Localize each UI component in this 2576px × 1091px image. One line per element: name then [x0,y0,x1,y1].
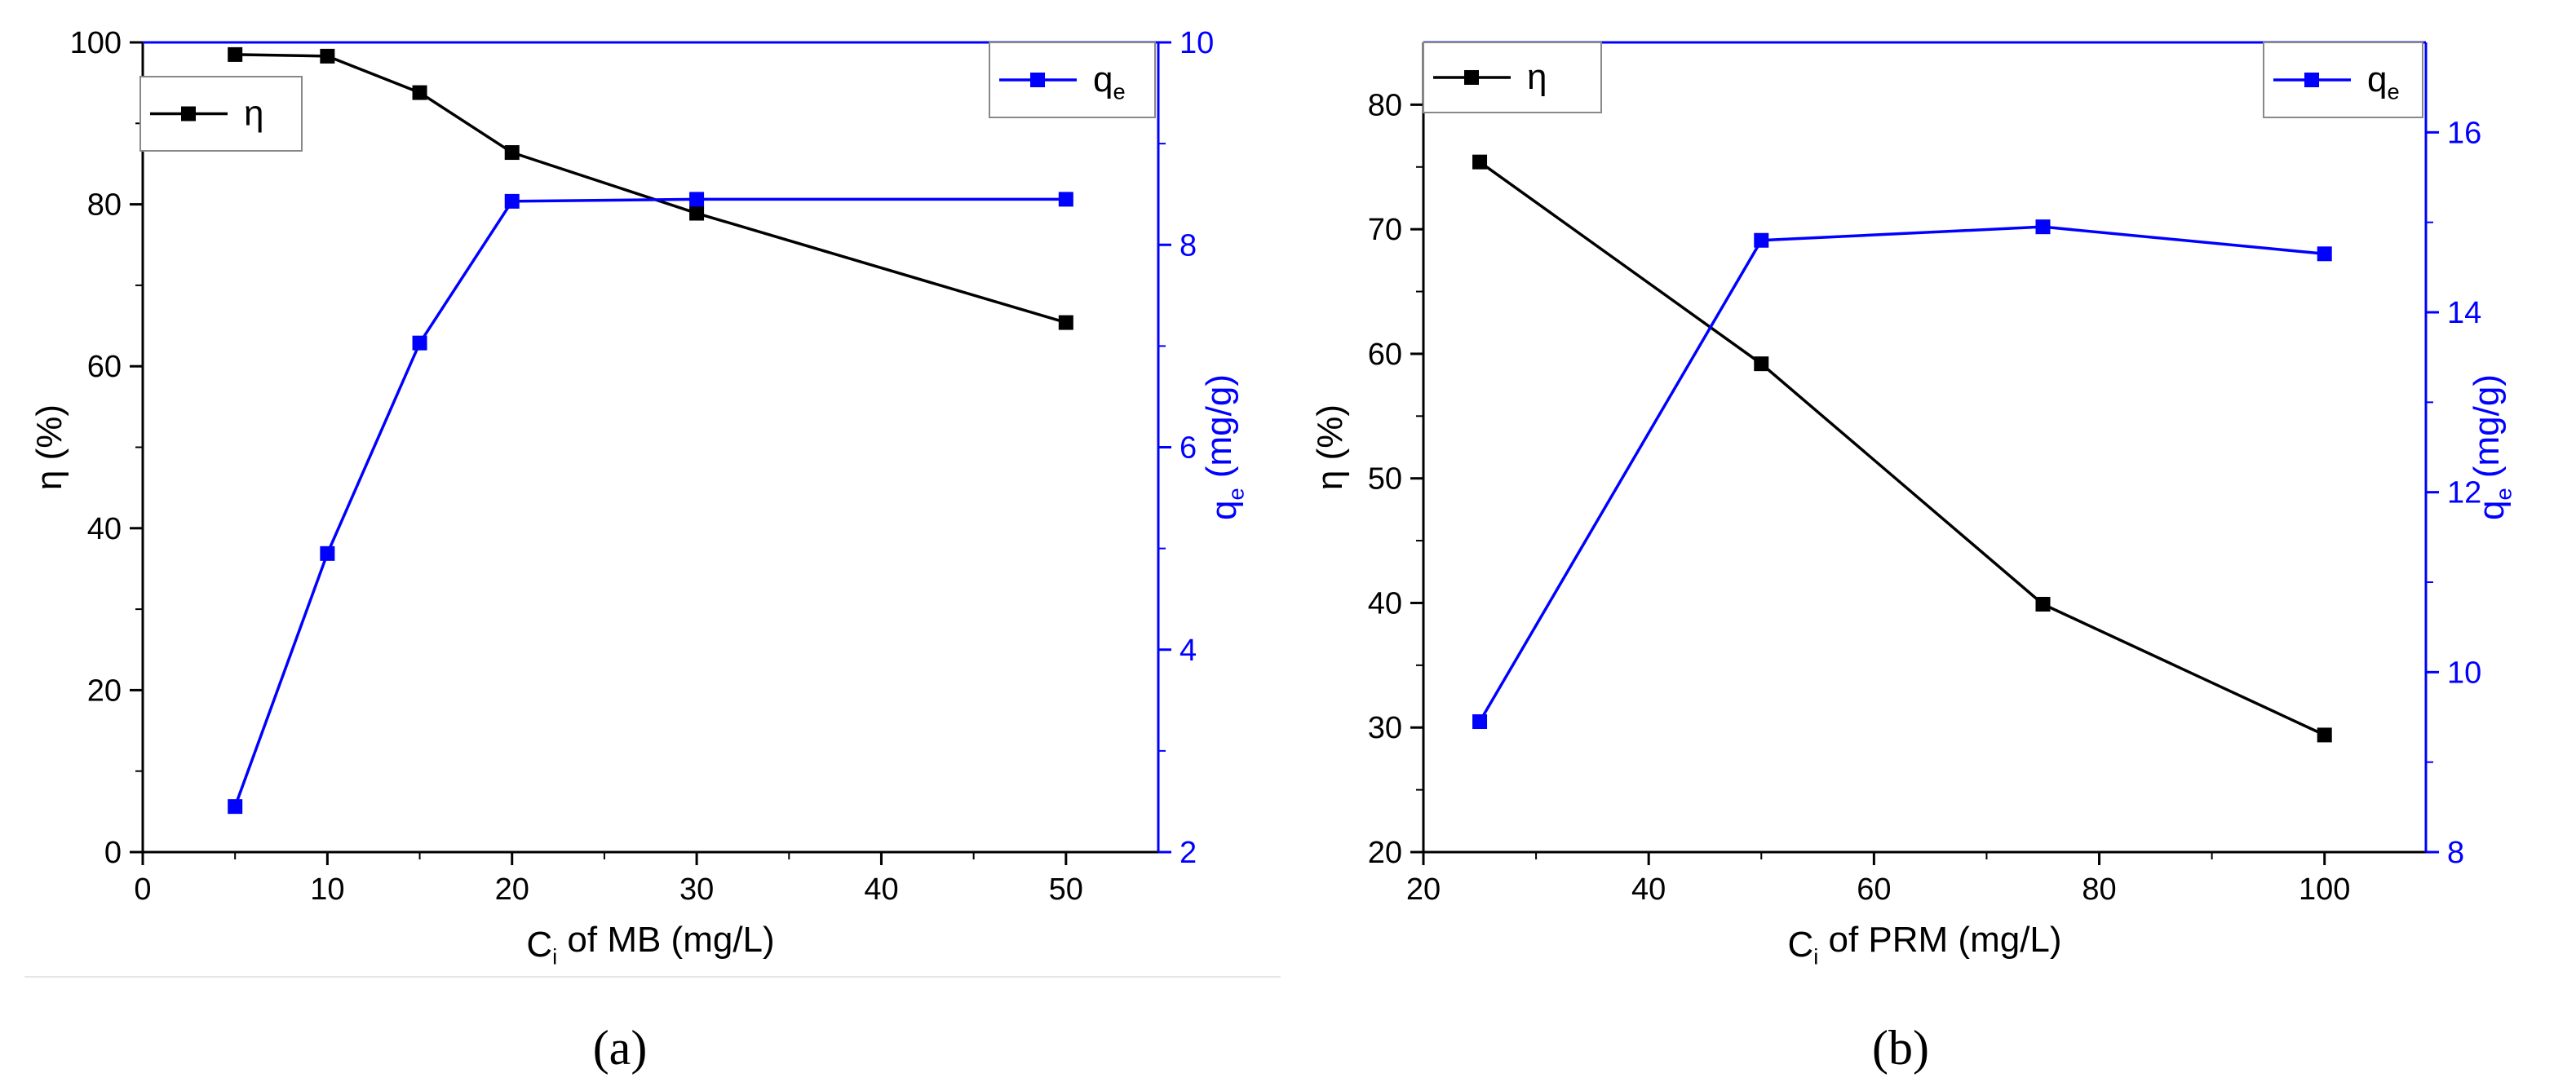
panel-a-x-tick-label: 20 [495,872,529,907]
panel-a-x-axis-label-sub: i [552,944,557,970]
panel-a-series-eta-point [320,48,335,64]
panel-a-legend-qe-label: qe [1093,60,1126,104]
panel-a-x-axis-label-main: C [526,925,552,965]
panel-b-legend-qe-swatch-marker [2304,73,2319,87]
panel-a-y-right-tick-label: 4 [1180,634,1197,668]
panel-b-series-eta-line [1479,161,2326,736]
panel-b-y-right-tick-label: 8 [2447,836,2464,870]
panel-a-series-eta-point [504,145,520,161]
panel-a-y-right-label-main: q [1204,501,1244,520]
panel-b-y-right-tick-label: 12 [2447,476,2481,510]
panel-b-x-axis-label: Ci of PRM (mg/L) [1787,920,2061,969]
panel-b-x-tick-label: 40 [1631,872,1666,907]
panel-b-legend-qe-label-main: q [2367,60,2387,99]
panel-a-y-right-label: qe (mg/g) [1199,374,1248,520]
panel-b-legend-qe-label: qe [2367,60,2400,104]
panel-a-series-qe-line [233,197,1066,807]
panel-a-x-tick-label: 0 [134,872,151,907]
panel-a-series-qe-point [504,193,520,209]
panel-b-x-tick-label: 60 [1857,872,1891,907]
panel-b-y-left-tick-label: 40 [1368,586,1402,621]
panel-a-x-tick-label: 10 [310,872,344,907]
panel-b-y-right-label-rest: (mg/g) [2467,374,2507,488]
panel-a-series-eta-point [228,46,243,62]
panel-b-y-right-tick-label: 10 [2447,656,2481,690]
panel-b-legend-qe-label-sub: e [2387,79,2399,104]
panel-a-series-qe-point [689,192,705,207]
panel-b-y-left-tick-label: 50 [1368,462,1402,497]
panel-a-legend-qe-swatch-marker [1030,73,1045,87]
panel-a-legend-qe-label-sub: e [1113,79,1125,104]
panel-a-legend-qe-label-main: q [1093,60,1113,99]
panel-b-x-axis-label-sub: i [1813,944,1818,970]
panel-b-y-left-tick-label: 80 [1368,88,1402,122]
panel-b-y-right-tick-label: 16 [2447,116,2481,150]
panel-a-series-qe-point [1058,192,1073,207]
panel-b-series-qe-line [1478,225,2325,722]
panel-a-legend-eta-label: η [244,94,263,134]
panel-a-y-right-label-rest: (mg/g) [1199,374,1239,488]
panel-a-x-tick-label: 40 [864,872,898,907]
panel-a-y-right-tick-label: 2 [1180,836,1197,870]
panel-b-y-right-label-sub: e [2491,488,2516,500]
panel-a-series-eta-point [1058,315,1073,330]
panel-b-y-left-tick-label: 30 [1368,711,1402,745]
panel-a-x-axis-label: Ci of MB (mg/L) [526,920,774,969]
panel-a-series-eta-point [689,205,705,221]
panel-a-series-qe-point [228,799,243,815]
panel-b-y-right-tick-label: 14 [2447,296,2481,330]
panel-a-y-right-label-sub: e [1224,488,1249,500]
panel-a-legend-eta-swatch-marker [181,106,196,121]
panel-a-series-qe-point [320,546,335,561]
panel-b-x-axis-label-main: C [1787,925,1813,965]
panel-b-x-tick-label: 20 [1406,872,1441,907]
panel-b-series-eta-point [2035,596,2051,612]
panel-a-y-right-tick-label: 8 [1180,228,1197,263]
panel-a-series-qe-point [412,335,427,351]
panel-b-series-eta-point [1754,356,1769,372]
panel-a-y-left-tick-label: 40 [87,512,122,546]
panel-b-y-left-tick-label: 60 [1368,338,1402,372]
panel-b-series-qe-point [2035,219,2051,235]
panel-b-legend-eta-swatch-marker [1464,70,1479,85]
panel-b-y-left-tick-label: 70 [1368,213,1402,247]
panel-b-series-eta-point [1472,154,1488,170]
panel-b-series-qe-point [1754,232,1769,248]
panel-b-x-axis-label-rest: of PRM (mg/L) [1818,920,2061,960]
panel-a-x-tick-label: 50 [1049,872,1083,907]
panel-b-y-right-label: qe (mg/g) [2467,374,2516,520]
panel-b-series-qe-point [1472,714,1488,730]
panel-a-y-left-label: η (%) [29,404,69,490]
panel-b-x-tick-label: 80 [2082,872,2116,907]
panel-a-y-left-tick-label: 80 [87,188,122,223]
panel-b-series-qe-point [2317,246,2332,262]
panel-b-legend-eta-label: η [1527,57,1547,97]
panel-a-y-right-tick-label: 6 [1180,431,1197,466]
panel-a-series-eta-line [235,53,1067,325]
panel-a-x-tick-label: 30 [679,872,714,907]
panel-a-label: (a) [593,1021,648,1075]
panel-b-y-right-label-main: q [2472,501,2512,520]
panel-a-y-left-tick-label: 100 [70,26,122,60]
panel-b-label: (b) [1872,1021,1929,1075]
panel-a-x-axis-label-rest: of MB (mg/L) [557,920,775,960]
panel-a-y-left-tick-label: 0 [104,836,122,870]
panel-a-series-eta-point [412,85,427,100]
panel-b-y-left-tick-label: 20 [1368,836,1402,870]
panel-b-series-eta-point [2317,727,2332,743]
panel-b-x-tick-label: 100 [2299,872,2350,907]
panel-a-y-left-tick-label: 20 [87,674,122,708]
panel-a-y-left-tick-label: 60 [87,350,122,384]
panel-a-y-right-tick-label: 10 [1180,26,1214,60]
panel-b-y-left-label: η (%) [1310,404,1350,490]
